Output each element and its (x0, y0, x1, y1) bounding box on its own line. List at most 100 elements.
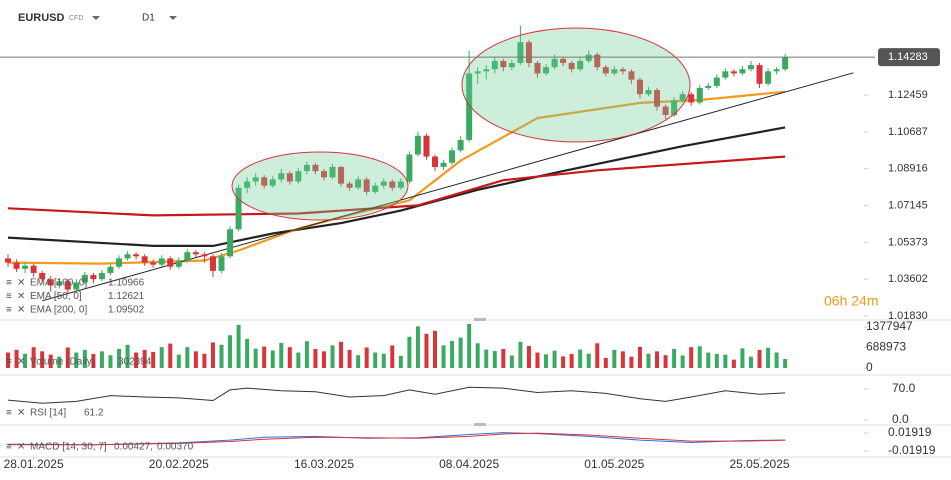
candle-body (192, 252, 199, 255)
legend-name: MACD [14, 30, 7] (30, 442, 107, 453)
volume-bar (748, 356, 753, 368)
candle-body (252, 177, 259, 182)
dropdown-arrow[interactable] (169, 16, 177, 20)
timeframe[interactable]: D1 (142, 13, 155, 24)
volume-bar (108, 355, 113, 368)
candle-body (517, 42, 524, 64)
candle-body (756, 65, 763, 84)
candle-body (227, 229, 234, 257)
candle-body (636, 79, 643, 95)
candle-body (679, 94, 686, 101)
x-tick-label: 01.05.2025 (584, 457, 644, 471)
volume-bar (91, 354, 96, 368)
candle-body (611, 69, 618, 74)
y-tick-label: 1377947 (866, 319, 913, 333)
legend-value: 61.2 (84, 408, 104, 419)
volume-bar (714, 354, 719, 368)
candle-body (56, 281, 63, 286)
candle-body (133, 254, 140, 257)
legend-name: EMA [100, 0] (30, 278, 87, 289)
legend-icon: ≡ (6, 357, 12, 368)
candle-body (628, 71, 635, 80)
volume-bar (48, 354, 53, 368)
highlight-ellipse (231, 151, 409, 221)
y-tick-label: 1.10687 (888, 126, 928, 138)
candle-body (286, 173, 293, 182)
volume-bar (347, 349, 352, 368)
volume-bar (509, 355, 514, 368)
candle-body (739, 69, 746, 74)
candle-body (278, 173, 285, 180)
volume-bar (40, 351, 45, 368)
volume-bar (339, 341, 344, 368)
candle-body (158, 258, 165, 265)
candle-body (534, 63, 541, 74)
candle-body (696, 87, 703, 103)
y-tick-label: 1.01830 (888, 310, 928, 322)
volume-bar (304, 341, 309, 368)
volume-bar (475, 343, 480, 368)
volume-bar (313, 348, 318, 368)
volume-bar (168, 343, 173, 368)
legend-icon: ≡ (6, 291, 12, 302)
candle-body (747, 65, 754, 70)
candle-body (81, 275, 88, 283)
dropdown-arrow[interactable] (92, 16, 100, 20)
pane-handle[interactable] (474, 318, 486, 321)
candle-body (414, 135, 421, 155)
legend-value: 0.00427, (114, 442, 153, 453)
volume-bar (672, 348, 677, 368)
legend-icon: ✕ (17, 442, 25, 453)
candle-body (22, 265, 29, 269)
pane-handle[interactable] (474, 423, 486, 426)
y-tick-label: 0 (866, 360, 873, 374)
candle-body (107, 266, 114, 273)
x-tick-label: 08.04.2025 (439, 457, 499, 471)
candle-body (713, 77, 720, 86)
candle-body (560, 58, 567, 64)
volume-bar (57, 356, 62, 368)
candle-body (30, 265, 37, 273)
volume-bar (484, 349, 489, 368)
candle-body (380, 181, 387, 186)
volume-bar (236, 324, 241, 368)
volume-bar (578, 349, 583, 368)
candle-body (705, 85, 712, 88)
ema-line (7, 126, 786, 247)
volume-bar (433, 330, 437, 368)
volume-bar (23, 353, 28, 368)
candle-body (218, 256, 225, 271)
last-price-box (878, 48, 940, 67)
candle-body (389, 181, 396, 188)
candle-body (449, 150, 456, 163)
volume-bar (202, 353, 207, 368)
symbol[interactable]: EURUSD (18, 12, 65, 24)
volume-bar (783, 359, 788, 368)
badge: CFD (69, 15, 83, 22)
volume-bar (99, 351, 104, 368)
volume-bar (663, 355, 668, 368)
candle-body (98, 272, 105, 280)
legend-value: 1.09502 (108, 305, 145, 316)
y-tick-label: 70.0 (892, 381, 916, 395)
y-tick-label: 1.08916 (888, 163, 928, 175)
candle-body (466, 73, 473, 140)
candle-body (269, 179, 276, 186)
candle-body (39, 272, 46, 280)
candle-body (338, 166, 345, 184)
y-tick-label: 1.05373 (888, 236, 928, 248)
volume-bar (210, 342, 215, 368)
legend-name: Volume (Daily) (30, 357, 95, 368)
candle-body (525, 42, 532, 64)
volume-bar (680, 355, 685, 368)
candle-body (457, 139, 464, 151)
candle-body (312, 164, 319, 172)
legend-name: EMA [200, 0] (30, 305, 87, 316)
volume-bar (458, 337, 463, 368)
volume-bar (561, 356, 566, 368)
volume-bar (82, 349, 87, 368)
candle-body (688, 94, 695, 103)
candle-body (568, 63, 575, 70)
volume-bar (689, 347, 694, 368)
candle-body (491, 60, 498, 70)
